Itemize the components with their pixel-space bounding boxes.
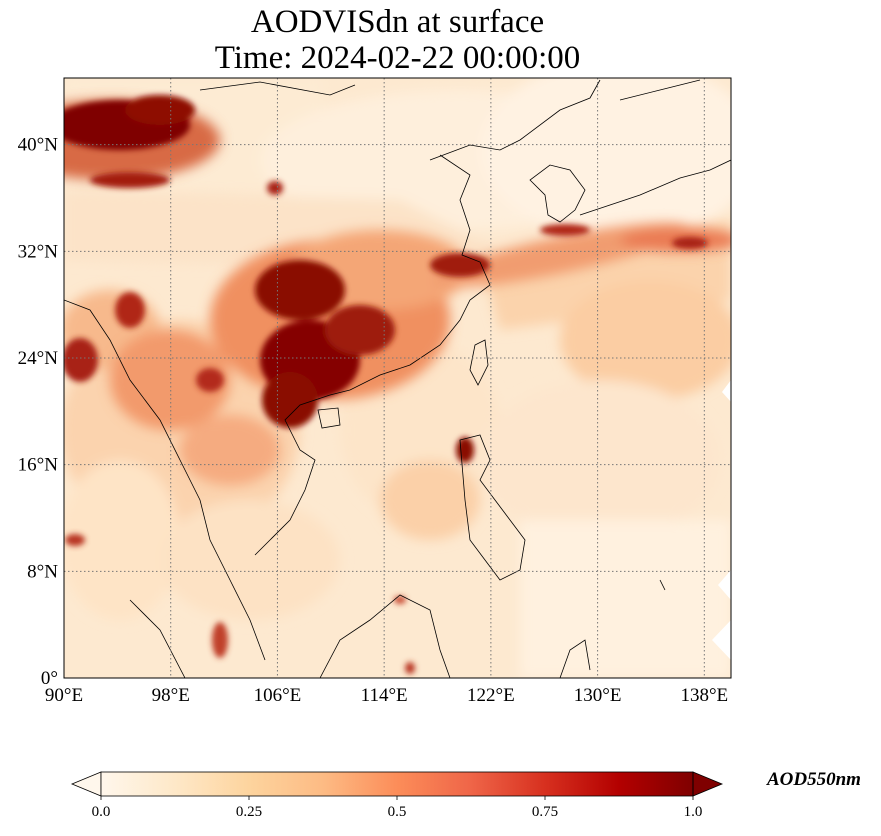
lon-tick-label: 114°E — [361, 685, 408, 706]
map-frame — [63, 77, 732, 679]
colorbar-tick-label: 0.0 — [92, 804, 111, 820]
latitude-tick-labels: 0° 8°N 16°N 24°N 32°N 40°N — [18, 135, 59, 689]
gridlines — [64, 78, 731, 678]
coastlines — [64, 79, 731, 678]
title-line-1: AODVISdn at surface — [250, 4, 545, 40]
colorbar-extend-min — [70, 771, 102, 797]
title-line-2: Time: 2024-02-22 00:00:00 — [214, 40, 581, 76]
lon-tick-label: 130°E — [574, 685, 622, 706]
colorbar-ticks: 0.0 0.25 0.5 0.75 1.0 — [92, 796, 703, 820]
colorbar-extend-max — [692, 771, 724, 797]
lon-tick-label: 106°E — [254, 685, 302, 706]
colorbar-tick-label: 0.75 — [532, 804, 558, 820]
lon-tick-label: 138°E — [680, 685, 728, 706]
colorbar-tick-label: 0.25 — [236, 804, 262, 820]
colorbar-tick-label: 0.5 — [388, 804, 407, 820]
lat-tick-label: 0° — [41, 668, 58, 689]
lon-tick-label: 90°E — [45, 685, 83, 706]
colorbar-tick-label: 1.0 — [684, 804, 703, 820]
aod-field — [64, 78, 731, 678]
colorbar: 0.0 0.25 0.5 0.75 1.0 — [70, 771, 724, 820]
colorbar-gradient — [101, 772, 693, 796]
lon-tick-label: 122°E — [467, 685, 515, 706]
lat-tick-label: 40°N — [18, 135, 59, 156]
lat-tick-label: 8°N — [27, 561, 58, 582]
lat-tick-label: 32°N — [18, 241, 59, 262]
lon-tick-label: 98°E — [152, 685, 190, 706]
lat-tick-label: 24°N — [18, 348, 59, 369]
longitude-tick-labels: 90°E 98°E 106°E 114°E 122°E 130°E 138°E — [45, 685, 728, 706]
map-title: AODVISdn at surface Time: 2024-02-22 00:… — [64, 4, 731, 76]
aod-hotspots — [64, 95, 708, 674]
colorbar-label: AOD550nm — [767, 769, 861, 790]
lat-tick-label: 16°N — [18, 455, 59, 476]
